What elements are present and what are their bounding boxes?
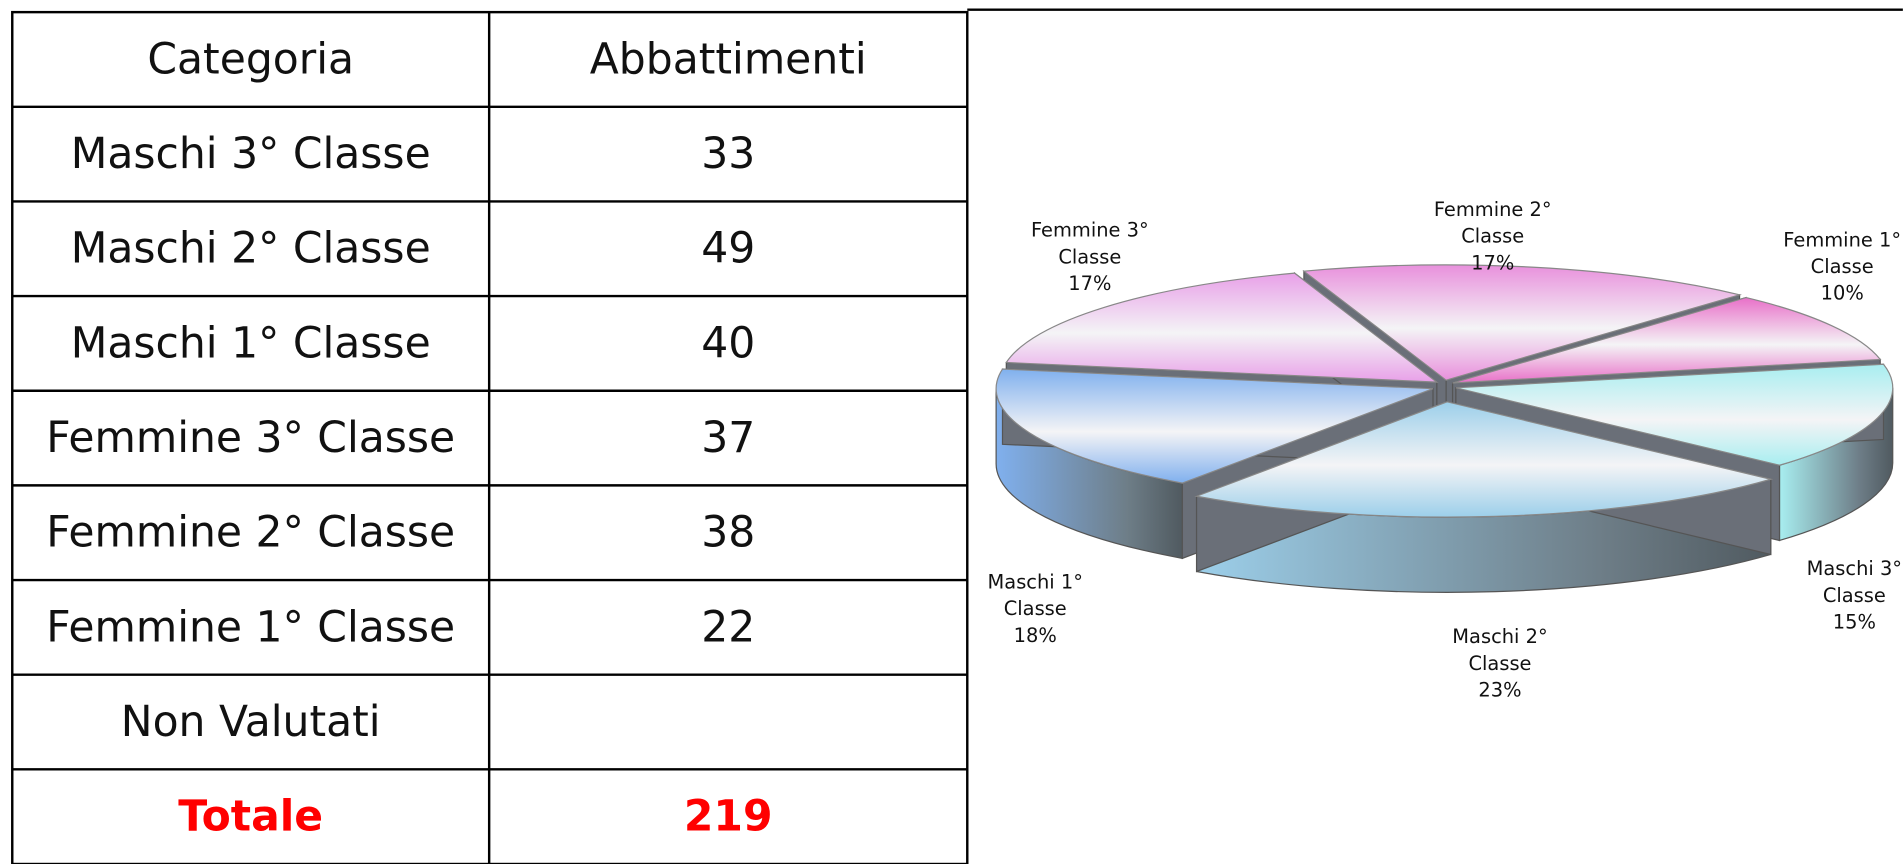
- slice-label: Maschi 3° Classe 15%: [1806, 556, 1903, 634]
- header-label: Categoria: [147, 35, 354, 84]
- slice-label: Femmine 1° Classe 10%: [1783, 228, 1902, 305]
- slice-category: Maschi 1° Classe: [987, 570, 1083, 621]
- row-value: 40: [701, 319, 755, 368]
- row-label: Femmine 3° Classe: [46, 414, 455, 463]
- row-value: 37: [701, 414, 755, 463]
- slice-category: Femmine 3° Classe: [1030, 218, 1149, 269]
- pie-slice: [1005, 272, 1439, 383]
- row-value: 38: [701, 509, 755, 558]
- pie-slice: [995, 368, 1434, 484]
- slice-percent: 17%: [1471, 251, 1515, 275]
- row-label: Maschi 3° Classe: [71, 130, 431, 179]
- slice-category: Femmine 2° Classe: [1433, 197, 1552, 248]
- row-label: Femmine 1° Classe: [46, 603, 455, 652]
- slice-category: Maschi 2° Classe: [1452, 624, 1548, 675]
- row-label: Non Valutati: [121, 698, 381, 747]
- row-value: 33: [701, 130, 755, 179]
- row-label: Maschi 1° Classe: [71, 319, 431, 368]
- slice-category: Maschi 3° Classe: [1806, 556, 1903, 607]
- slice-label: Femmine 2° Classe 17%: [1433, 197, 1552, 275]
- slice-percent: 17%: [1068, 271, 1112, 295]
- pie-slice: [1194, 401, 1774, 518]
- slice-percent: 23%: [1478, 678, 1522, 702]
- row-value: 49: [701, 225, 755, 274]
- total-value: 219: [684, 793, 773, 842]
- total-label: Totale: [178, 793, 323, 842]
- slice-percent: 18%: [1013, 623, 1057, 647]
- slice-label: Maschi 2° Classe 23%: [1452, 624, 1548, 702]
- row-value: 22: [701, 603, 755, 652]
- pie-slice: [1302, 264, 1742, 381]
- slice-category: Femmine 1° Classe: [1783, 228, 1902, 278]
- row-label: Femmine 2° Classe: [46, 509, 455, 558]
- pie-slice: [1455, 363, 1894, 466]
- slice-percent: 10%: [1820, 281, 1864, 305]
- row-label: Maschi 2° Classe: [71, 225, 431, 274]
- slice-percent: 15%: [1832, 610, 1876, 634]
- pie-slice: [1452, 296, 1882, 384]
- header-value: Abbattimenti: [590, 35, 867, 84]
